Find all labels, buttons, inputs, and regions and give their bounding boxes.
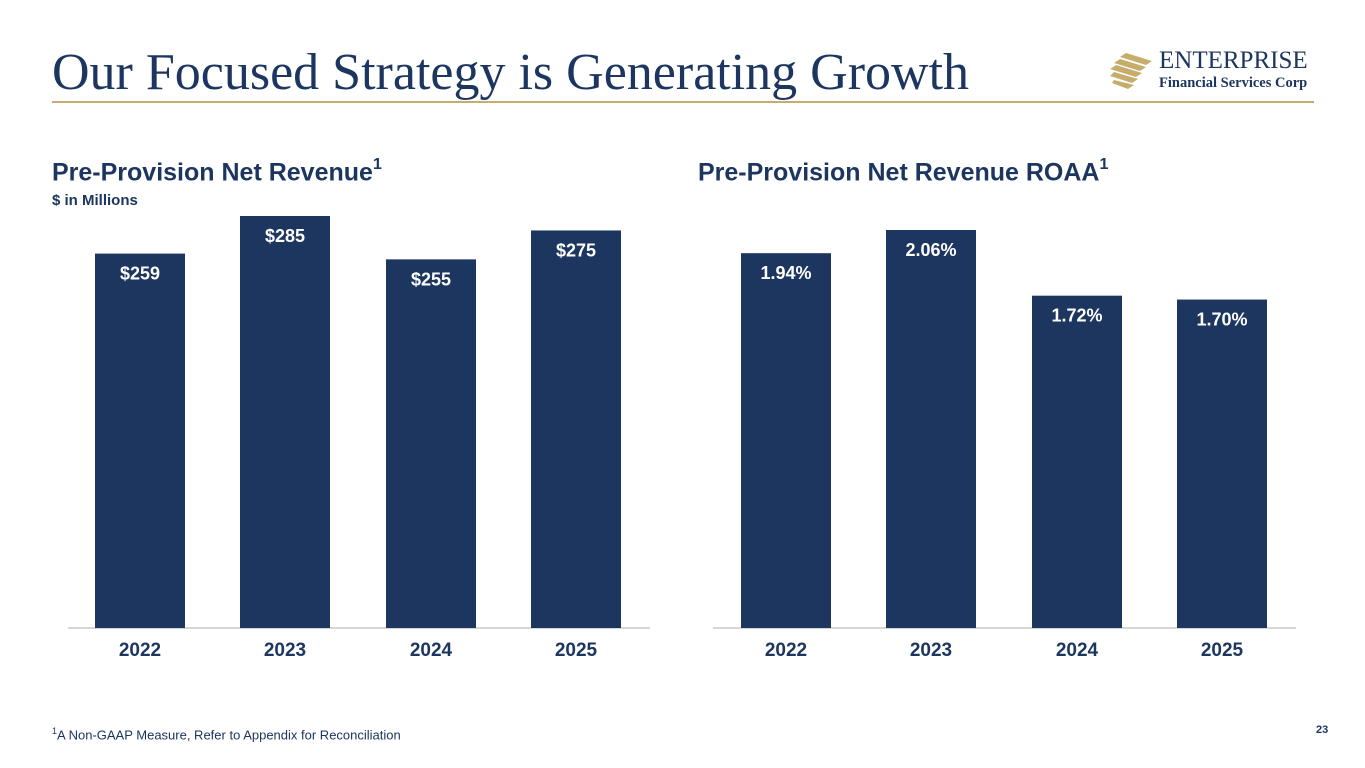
chart-1-value-label-2025: 1.70% xyxy=(1196,310,1247,330)
chart-title-ppnr-superscript: 1 xyxy=(372,156,382,173)
chart-title-roaa-superscript: 1 xyxy=(1099,156,1109,173)
ppnr-bar-chart: $259 2022 $285 2023 $255 2024 $275 2025 xyxy=(68,216,650,661)
chart-0-tick-label-2023: 2023 xyxy=(264,640,306,661)
chart-0-tick-label-2025: 2025 xyxy=(555,640,598,661)
chart-1-bar-2024 xyxy=(1032,295,1122,628)
chart-0-tick-label-2022: 2022 xyxy=(119,640,161,661)
chart-1-value-label-2024: 1.72% xyxy=(1051,306,1102,326)
chart-0-value-label-2025: $275 xyxy=(556,240,596,260)
logo-subtitle: Financial Services Corp xyxy=(1159,75,1308,91)
chart-0-bar-2023 xyxy=(240,216,330,628)
chart-0-value-label-2023: $285 xyxy=(265,226,305,246)
logo-name: ENTERPRISE xyxy=(1159,47,1308,74)
chart-title-roaa: Pre-Provision Net Revenue ROAA1 xyxy=(698,151,1108,188)
chart-1-bar-2025 xyxy=(1177,299,1267,628)
chart-0-value-label-2022: $259 xyxy=(120,264,160,284)
chart-0-tick-label-2024: 2024 xyxy=(410,640,453,661)
chart-1-tick-label-2023: 2023 xyxy=(910,640,952,661)
footnote-marker: 1 xyxy=(52,726,58,736)
enterprise-stripes-icon xyxy=(1110,53,1152,89)
unit-label: $ in Millions xyxy=(52,192,138,209)
footnote-text: A Non-GAAP Measure, Refer to Appendix fo… xyxy=(57,727,401,743)
chart-title-ppnr-text: Pre-Provision Net Revenue xyxy=(52,158,373,187)
chart-1-tick-label-2024: 2024 xyxy=(1056,640,1099,661)
chart-0-bar-2024 xyxy=(386,259,476,628)
chart-1-bar-2023 xyxy=(886,230,976,628)
chart-0-bar-2022 xyxy=(95,253,185,628)
page-number: 23 xyxy=(1316,724,1329,736)
chart-1-value-label-2022: 1.94% xyxy=(760,263,811,283)
company-logo: ENTERPRISE Financial Services Corp xyxy=(1106,47,1316,94)
chart-1-tick-label-2025: 2025 xyxy=(1201,640,1244,661)
chart-1-bar-2022 xyxy=(741,253,831,629)
chart-title-roaa-text: Pre-Provision Net Revenue ROAA xyxy=(698,158,1100,187)
chart-1-tick-label-2022: 2022 xyxy=(765,640,807,661)
chart-1-value-label-2023: 2.06% xyxy=(905,240,956,260)
title-underline xyxy=(52,101,1314,103)
chart-0-bar-2025 xyxy=(531,230,621,628)
footnote: 1A Non-GAAP Measure, Refer to Appendix f… xyxy=(52,726,401,742)
chart-0-value-label-2024: $255 xyxy=(411,269,451,289)
slide-title: Our Focused Strategy is Generating Growt… xyxy=(52,44,970,101)
roaa-bar-chart: 1.94% 2022 2.06% 2023 1.72% 2024 1.70% 2025 xyxy=(713,230,1296,661)
chart-title-ppnr: Pre-Provision Net Revenue1 xyxy=(52,151,382,188)
